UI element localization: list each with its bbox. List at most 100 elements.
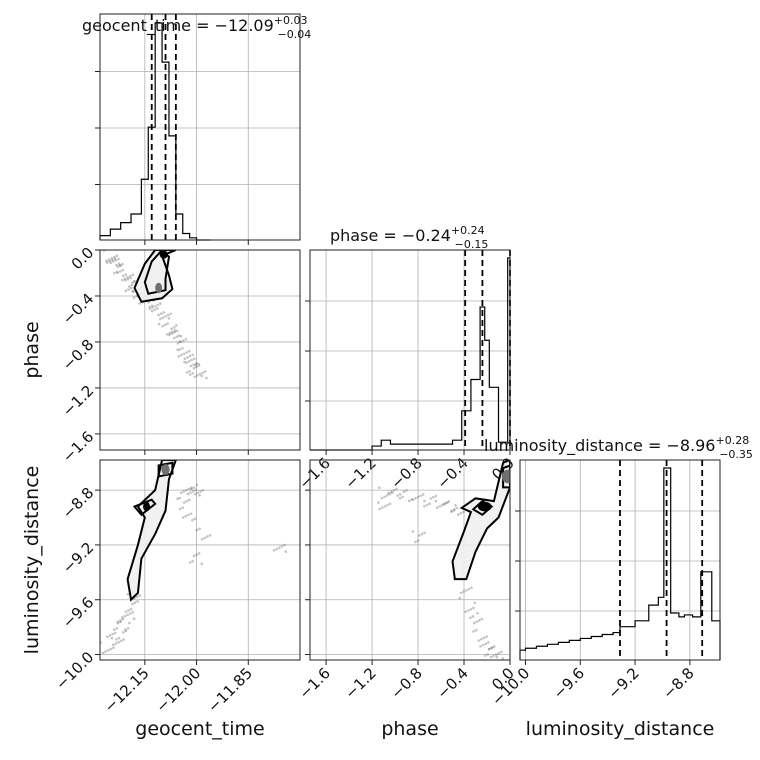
scatter-distance-geocent-scatter-point-10-3 xyxy=(201,488,205,492)
scatter-phase-geocent-scatter-point-9-0 xyxy=(175,323,178,327)
scatter-distance-phase-xticklabel-0: −1.6 xyxy=(295,664,333,702)
scatter-phase-geocent-scatter-point-11-3 xyxy=(186,356,189,359)
scatter-distance-geocent-scatter-point-13-4 xyxy=(188,561,192,564)
scatter-distance-phase-scatter-point-9-5 xyxy=(472,606,475,610)
scatter-distance-geocent-density-core-0 xyxy=(143,501,150,512)
scatter-distance-geocent-scatter-point-9-1 xyxy=(198,494,201,497)
scatter-phase-geocent-scatter-point-1-4 xyxy=(111,258,114,262)
hist-luminosity-distance-histogram xyxy=(519,467,721,660)
scatter-phase-geocent-scatter-point-1-2 xyxy=(105,261,109,264)
scatter-distance-geocent-scatter-point-1-5 xyxy=(113,631,117,635)
scatter-phase-geocent-scatter-point-19-0 xyxy=(148,307,152,311)
scatter-phase-geocent-scatter-point-10-1 xyxy=(179,340,182,344)
panel-distance-vs-geocent-time: −12.15 −12.00 −11.85 −8.8 −9.2 −9.6 −10.0 xyxy=(52,459,301,716)
scatter-distance-phase-scatter-point-8-4 xyxy=(470,586,473,589)
scatter-distance-phase-scatter-point-10-1 xyxy=(475,620,479,623)
scatter-distance-phase-scatter-point-1-2 xyxy=(387,491,390,495)
scatter-phase-geocent-density-core-1 xyxy=(155,282,163,294)
scatter-distance-geocent-scatter-point-10-4 xyxy=(190,487,193,491)
scatter-distance-geocent-scatter-point-0-3 xyxy=(106,648,110,652)
scatter-phase-geocent-scatter-point-18-1 xyxy=(170,327,173,331)
scatter-distance-phase-scatter-point-13-2 xyxy=(492,645,496,648)
hist-luminosity-distance-xticklabel-1: −9.6 xyxy=(550,664,588,702)
hist-luminosity-distance-xticklabel-3: −8.8 xyxy=(659,664,697,702)
scatter-distance-geocent-scatter-point-10-2 xyxy=(199,490,202,493)
scatter-distance-phase-scatter-point-8-0 xyxy=(459,591,463,595)
scatter-distance-phase-scatter-point-7-0 xyxy=(456,513,460,516)
scatter-distance-geocent-scatter-point-12-2 xyxy=(181,516,185,519)
scatter-distance-geocent-scatter-point-12-0 xyxy=(190,518,194,522)
scatter-distance-geocent-scatter-point-2-5 xyxy=(115,627,119,630)
scatter-phase-geocent-scatter-point-9-4 xyxy=(171,330,174,334)
title-luminosity-distance-sup: +0.28 xyxy=(715,434,749,447)
scatter-distance-phase-scatter-point-1-4 xyxy=(392,489,396,492)
scatter-phase-geocent-scatter-point-7-4 xyxy=(153,308,157,312)
scatter-distance-phase-scatter-point-3-2 xyxy=(414,497,417,500)
scatter-distance-geocent-scatter-point-10-1 xyxy=(196,491,200,495)
hist-luminosity-distance-frame xyxy=(519,459,721,661)
scatter-distance-geocent-scatter-point-13-5 xyxy=(191,559,194,563)
title-luminosity-distance-sub: −0.35 xyxy=(719,448,753,461)
scatter-distance-phase-scatter-point-13-3 xyxy=(495,655,499,659)
title-phase-sup: +0.24 xyxy=(451,224,485,237)
scatter-distance-geocent-scatter-point-7-3 xyxy=(126,592,130,596)
scatter-distance-geocent-scatter-point-15-3 xyxy=(176,497,179,500)
scatter-distance-phase-scatter-point-16-4 xyxy=(388,502,392,506)
scatter-distance-phase-scatter-point-7-4 xyxy=(453,508,456,511)
scatter-distance-phase-scatter-point-12-5 xyxy=(487,641,490,644)
scatter-distance-phase-scatter-point-0-0 xyxy=(378,486,381,489)
ylabel-phase: phase xyxy=(21,321,43,378)
scatter-distance-geocent-scatter-point-15-2 xyxy=(187,498,191,502)
scatter-distance-geocent-scatter-point-11-5 xyxy=(208,533,212,537)
scatter-distance-geocent-scatter-point-4-0 xyxy=(131,602,134,606)
scatter-phase-geocent-scatter-point-11-5 xyxy=(191,353,195,357)
scatter-phase-geocent-density-core-0 xyxy=(159,250,168,259)
scatter-distance-geocent-scatter-point-7-1 xyxy=(135,595,139,599)
scatter-distance-geocent-scatter-point-11-3 xyxy=(203,536,207,540)
scatter-distance-phase-scatter-point-15-0 xyxy=(418,534,421,537)
scatter-distance-phase-scatter-point-2-3 xyxy=(410,498,414,501)
scatter-distance-geocent-scatter-point-1-0 xyxy=(115,638,118,641)
scatter-distance-phase-scatter-point-3-4 xyxy=(419,494,422,498)
scatter-phase-geocent-scatter-point-11-2 xyxy=(183,357,187,360)
scatter-distance-phase-scatter-point-9-0 xyxy=(473,601,477,605)
scatter-distance-geocent-scatter-point-8-5 xyxy=(178,496,182,500)
scatter-phase-geocent-scatter-point-2-4 xyxy=(112,271,116,275)
scatter-distance-phase-scatter-point-4-1 xyxy=(432,495,435,499)
scatter-phase-geocent-scatter-point-12-2 xyxy=(185,361,188,364)
scatter-distance-phase-density-core-0 xyxy=(477,501,492,512)
scatter-phase-geocent-scatter-point-15-3 xyxy=(183,360,186,364)
scatter-distance-phase-scatter-point-3-3 xyxy=(416,495,420,499)
scatter-distance-geocent-scatter-point-13-1 xyxy=(195,553,198,557)
scatter-distance-geocent-scatter-point-2-1 xyxy=(119,620,122,624)
scatter-distance-geocent-scatter-point-5-1 xyxy=(114,642,118,645)
scatter-distance-phase-scatter-point-6-3 xyxy=(447,500,451,503)
scatter-phase-geocent-scatter-point-18-4 xyxy=(163,323,167,327)
scatter-distance-geocent-scatter-point-3-2 xyxy=(123,614,127,618)
scatter-phase-geocent-scatter-point-13-2 xyxy=(197,364,201,367)
scatter-distance-phase-scatter-point-14-4 xyxy=(497,651,501,655)
scatter-phase-geocent-frame xyxy=(99,249,301,451)
scatter-phase-geocent-scatter-point-4-0 xyxy=(131,281,134,285)
scatter-distance-geocent-scatter-point-6-2 xyxy=(118,619,122,622)
scatter-phase-geocent-scatter-point-7-2 xyxy=(162,311,166,314)
scatter-distance-phase-plot-area xyxy=(377,460,510,660)
scatter-distance-geocent-xticklabel-0: −12.15 xyxy=(101,664,153,716)
scatter-distance-geocent-scatter-point-5-2 xyxy=(117,640,120,644)
scatter-distance-geocent-scatter-point-10-5 xyxy=(192,486,196,489)
scatter-distance-geocent-scatter-point-4-4 xyxy=(127,609,130,612)
scatter-distance-phase-scatter-point-11-0 xyxy=(472,630,475,633)
scatter-distance-geocent-scatter-point-14-5 xyxy=(283,543,286,547)
scatter-distance-phase-contour-0 xyxy=(451,460,510,581)
scatter-distance-geocent-scatter-point-5-5 xyxy=(110,636,114,640)
scatter-distance-phase-scatter-point-7-5 xyxy=(455,506,459,510)
scatter-phase-geocent-scatter-point-7-3 xyxy=(150,309,154,313)
scatter-distance-geocent-scatter-point-9-4 xyxy=(191,490,195,493)
panel-hist-luminosity-distance: −10.0 −9.6 −9.2 −8.8 xyxy=(488,459,721,709)
scatter-distance-phase-scatter-point-9-2 xyxy=(464,610,468,614)
scatter-distance-geocent-scatter-point-4-5 xyxy=(129,607,133,611)
scatter-phase-geocent-scatter-point-8-4 xyxy=(169,312,173,316)
scatter-distance-geocent-scatter-point-2-4 xyxy=(112,628,116,632)
scatter-distance-geocent-scatter-point-3-3 xyxy=(126,613,129,617)
scatter-phase-geocent-scatter-point-5-5 xyxy=(131,289,135,293)
